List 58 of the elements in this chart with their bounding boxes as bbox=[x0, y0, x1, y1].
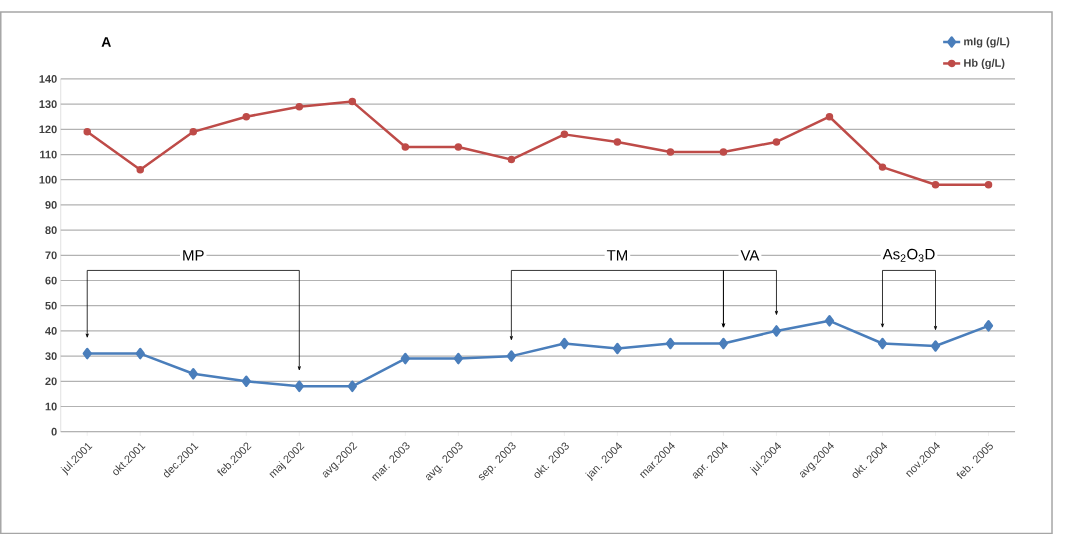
point bbox=[241, 375, 251, 387]
point bbox=[613, 138, 622, 146]
point bbox=[718, 337, 729, 350]
point bbox=[771, 324, 782, 337]
y-tick-label: 0 bbox=[51, 427, 57, 436]
y-tick-label: 120 bbox=[39, 125, 57, 134]
point bbox=[878, 163, 887, 171]
point bbox=[401, 143, 410, 151]
point bbox=[825, 112, 834, 121]
y-tick-label: 50 bbox=[45, 301, 57, 310]
annotation: TM bbox=[606, 249, 627, 261]
point bbox=[772, 138, 781, 146]
y-tick-label: 100 bbox=[39, 175, 57, 184]
point bbox=[560, 130, 569, 138]
chart-title: A bbox=[101, 36, 111, 47]
point bbox=[348, 97, 357, 106]
point bbox=[930, 340, 941, 352]
y-tick-label: 140 bbox=[39, 74, 57, 83]
y-tick-label: 10 bbox=[45, 402, 57, 411]
point bbox=[877, 337, 888, 350]
point bbox=[983, 319, 994, 332]
point bbox=[507, 155, 516, 164]
point bbox=[347, 380, 357, 392]
y-tick-label: 80 bbox=[45, 226, 57, 234]
y-tick-label: 20 bbox=[45, 377, 57, 386]
legend-label: mIg (g/L) bbox=[964, 37, 1010, 48]
point bbox=[824, 314, 835, 327]
point bbox=[984, 180, 993, 189]
point bbox=[136, 165, 144, 174]
point bbox=[242, 112, 251, 121]
point bbox=[135, 347, 145, 360]
point bbox=[83, 127, 91, 136]
point bbox=[295, 102, 304, 111]
point bbox=[506, 350, 516, 362]
point bbox=[931, 180, 940, 189]
y-tick-label: 90 bbox=[45, 200, 57, 209]
point bbox=[612, 342, 623, 355]
point bbox=[189, 127, 198, 136]
y-tick-label: 60 bbox=[45, 276, 57, 285]
point bbox=[188, 367, 198, 380]
point bbox=[666, 148, 675, 156]
point bbox=[665, 337, 676, 350]
point bbox=[400, 352, 410, 365]
annotation: MP bbox=[183, 249, 204, 261]
point bbox=[82, 347, 92, 360]
point bbox=[453, 352, 463, 365]
y-tick-label: 110 bbox=[40, 150, 57, 159]
annotation: As$_{2}$O$_{3}$D bbox=[882, 248, 935, 262]
annotation: VA bbox=[740, 249, 760, 261]
point bbox=[719, 148, 728, 156]
y-tick-label: 70 bbox=[45, 251, 57, 260]
y-tick-label: 30 bbox=[45, 352, 57, 360]
legend-label: Hb (g/L) bbox=[964, 58, 1005, 69]
y-tick-label: 130 bbox=[39, 100, 57, 108]
point bbox=[294, 380, 304, 392]
point bbox=[559, 337, 570, 350]
point bbox=[454, 143, 463, 151]
y-tick-label: 40 bbox=[45, 326, 57, 335]
